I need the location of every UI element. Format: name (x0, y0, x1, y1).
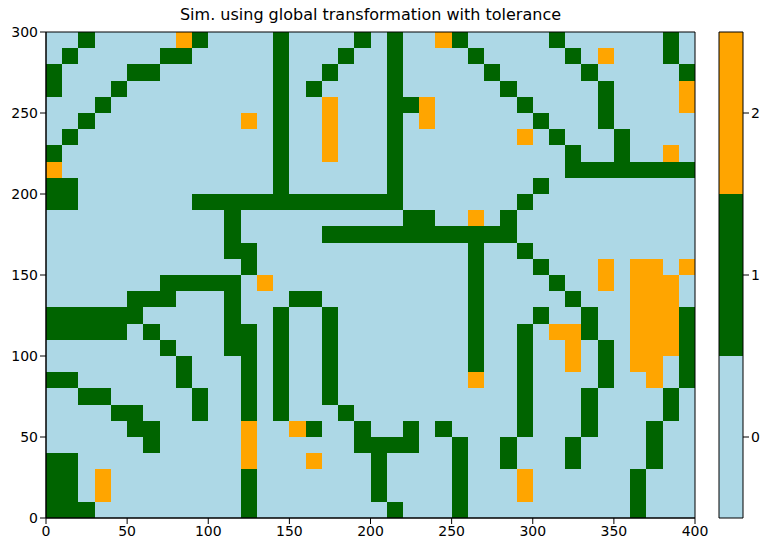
svg-text:0: 0 (42, 523, 51, 539)
svg-text:50: 50 (118, 523, 136, 539)
svg-text:250: 250 (438, 523, 465, 539)
svg-text:2: 2 (751, 105, 760, 121)
svg-text:300: 300 (11, 24, 38, 40)
svg-text:100: 100 (195, 523, 222, 539)
svg-text:200: 200 (357, 523, 384, 539)
svg-text:150: 150 (276, 523, 303, 539)
svg-text:250: 250 (11, 105, 38, 121)
svg-text:200: 200 (11, 186, 38, 202)
svg-text:50: 50 (20, 429, 38, 445)
svg-text:0: 0 (29, 510, 38, 526)
html-text:Sim. using global transformati: Sim. using global transformation with to… (180, 5, 561, 24)
svg-text:0: 0 (751, 429, 760, 445)
svg-text:150: 150 (11, 267, 38, 283)
svg-text:100: 100 (11, 348, 38, 364)
svg-text:300: 300 (519, 523, 546, 539)
svg-text:1: 1 (751, 267, 760, 283)
svg-text:350: 350 (601, 523, 628, 539)
svg-text:400: 400 (682, 523, 709, 539)
